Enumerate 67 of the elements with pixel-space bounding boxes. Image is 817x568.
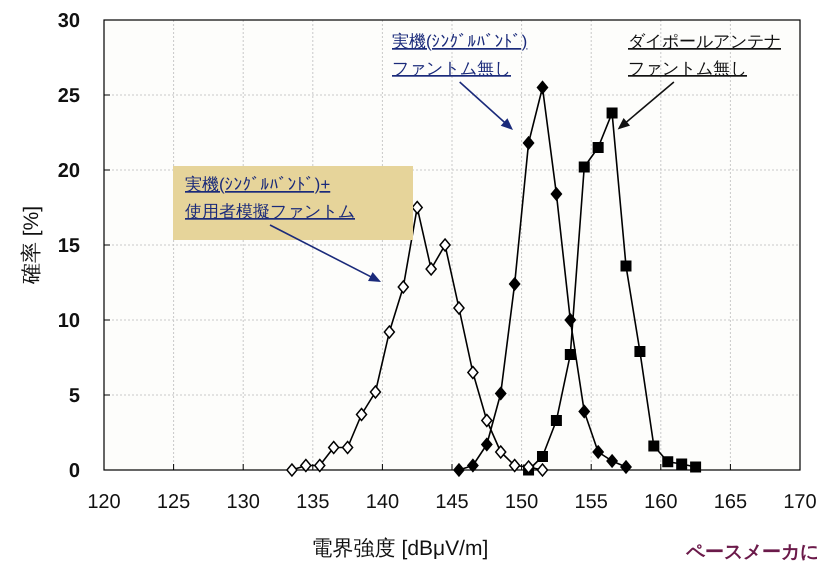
point: [536, 80, 548, 94]
x-tick-label: 155: [574, 491, 608, 513]
point: [676, 458, 688, 470]
point: [356, 408, 368, 422]
point: [662, 456, 674, 468]
point: [398, 280, 410, 294]
y-tick-label: 5: [68, 385, 80, 407]
annotation: 実機(ｼﾝｸﾞﾙﾊﾞﾝﾄﾞ) ファントム無し: [392, 32, 528, 78]
point: [592, 445, 604, 459]
point: [620, 460, 632, 474]
y-tick-label: 10: [58, 310, 80, 332]
point: [342, 440, 354, 454]
point: [286, 463, 298, 477]
point: [300, 458, 312, 472]
point: [522, 460, 534, 474]
x-tick-label: 130: [226, 491, 260, 513]
y-tick-label: 15: [58, 235, 80, 257]
x-tick-label: 140: [366, 491, 400, 513]
y-tick-label: 25: [58, 85, 80, 107]
point: [578, 162, 590, 172]
point: [494, 386, 506, 400]
point: [620, 260, 632, 272]
y-tick-label: 0: [68, 460, 80, 482]
point: [564, 349, 576, 360]
y-tick-label: 30: [58, 10, 80, 32]
point: [536, 451, 548, 462]
point: [690, 462, 702, 472]
point: [592, 142, 604, 153]
point: [439, 238, 451, 252]
point: [384, 325, 396, 339]
point: [648, 440, 660, 452]
point: [508, 458, 520, 472]
point: [467, 458, 479, 472]
point: [314, 458, 326, 472]
x-tick-label: 125: [156, 491, 190, 513]
annotation: ダイポールアンテナファントム無し: [628, 32, 781, 78]
point: [481, 438, 493, 452]
x-tick-label: 135: [296, 491, 330, 513]
x-tick-label: 170: [783, 491, 817, 513]
point: [370, 385, 382, 399]
y-tick-label: 20: [58, 160, 80, 182]
point: [467, 366, 479, 380]
point: [411, 200, 423, 214]
point: [536, 463, 548, 477]
point: [550, 187, 562, 201]
x-tick-label: 150: [504, 491, 538, 513]
point: [634, 346, 646, 357]
point: [550, 415, 562, 426]
annotation: 実機(ｼﾝｸﾞﾙﾊﾞﾝﾄﾞ)+ 使用者模擬ファントム: [185, 175, 355, 221]
x-axis-title: 電界強度 [dBμV/m]: [312, 537, 488, 560]
x-tick-label: 145: [435, 491, 469, 513]
point: [494, 445, 506, 459]
point: [328, 440, 340, 454]
point: [522, 136, 534, 150]
point: [481, 414, 493, 428]
x-tick-label: 120: [87, 491, 121, 513]
point: [606, 108, 618, 118]
point: [508, 277, 520, 291]
point: [578, 404, 590, 418]
y-axis-title: 確率 [%]: [20, 206, 43, 286]
point: [425, 262, 437, 276]
point: [453, 463, 465, 477]
point: [453, 301, 465, 315]
x-tick-label: 165: [714, 491, 748, 513]
point: [606, 454, 618, 468]
text: ペースメーカに: [685, 542, 817, 563]
x-tick-label: 160: [644, 491, 678, 513]
